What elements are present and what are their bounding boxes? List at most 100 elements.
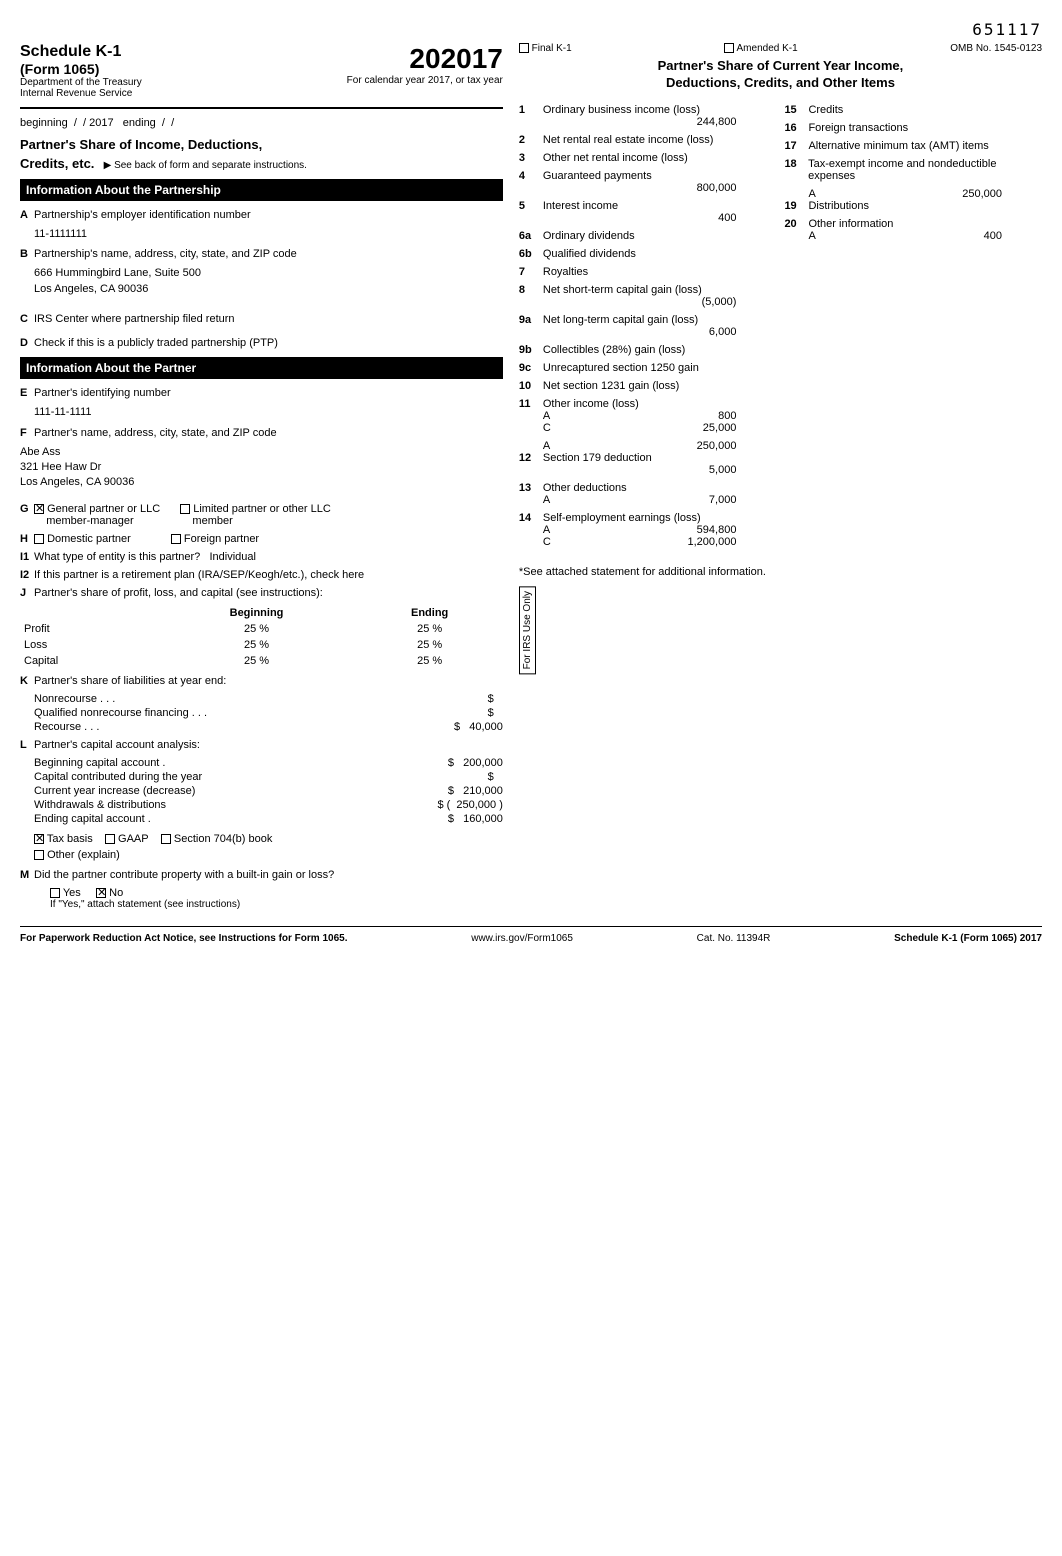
item-subvalue: 7,000 bbox=[709, 494, 737, 506]
item-number: 13 bbox=[519, 482, 537, 494]
dept-line2: Internal Revenue Service bbox=[20, 88, 142, 99]
l-row-label: Beginning capital account . bbox=[34, 757, 165, 769]
label-j: J bbox=[20, 587, 34, 599]
item-label: Section 179 deduction bbox=[543, 452, 652, 464]
item-label: Distributions bbox=[808, 200, 869, 212]
item-subvalue: 250,000 bbox=[697, 440, 737, 452]
a-text: Partnership's employer identification nu… bbox=[34, 209, 503, 221]
k-row-value: $ bbox=[488, 693, 503, 705]
i1-text: What type of entity is this partner? bbox=[34, 551, 200, 563]
see-attached: *See attached statement for additional i… bbox=[519, 566, 1042, 578]
checkbox-domestic[interactable] bbox=[34, 534, 44, 544]
share-title: Partner's Share of Income, Deductions, bbox=[20, 137, 503, 152]
j-row-end: 25 % bbox=[356, 653, 502, 669]
j-row-end: 25 % bbox=[356, 621, 502, 637]
l-text: Partner's capital account analysis: bbox=[34, 739, 503, 751]
footer-catno: Cat. No. 11394R bbox=[697, 933, 771, 944]
label-i1: I1 bbox=[20, 551, 34, 563]
omb-number: OMB No. 1545-0123 bbox=[950, 43, 1042, 54]
label-g: G bbox=[20, 503, 34, 515]
item-subvalue: 594,800 bbox=[697, 524, 737, 536]
item-label: Tax-exempt income and nondeductible expe… bbox=[808, 158, 1042, 182]
item-subcode: A bbox=[543, 410, 550, 422]
m-yes: Yes bbox=[63, 887, 81, 899]
e-value: 111-11-1111 bbox=[34, 405, 503, 420]
item-label: Net long-term capital gain (loss) bbox=[543, 314, 698, 326]
d-text: Check if this is a publicly traded partn… bbox=[34, 337, 503, 349]
item-subcode: C bbox=[543, 422, 551, 434]
item-number: 4 bbox=[519, 170, 537, 182]
checkbox-m-no[interactable] bbox=[96, 888, 106, 898]
checkbox-general-partner[interactable] bbox=[34, 504, 44, 514]
g-general2: member-manager bbox=[46, 515, 133, 527]
b-text: Partnership's name, address, city, state… bbox=[34, 248, 503, 260]
item-label: Unrecaptured section 1250 gain bbox=[543, 362, 699, 374]
i1-value: Individual bbox=[209, 551, 255, 563]
k-text: Partner's share of liabilities at year e… bbox=[34, 675, 503, 687]
item-number: 12 bbox=[519, 452, 537, 464]
item-label: Qualified dividends bbox=[543, 248, 636, 260]
share-header-l2: Deductions, Credits, and Other Items bbox=[519, 75, 1042, 90]
checkbox-final-k1[interactable] bbox=[519, 43, 529, 53]
checkbox-other-explain[interactable] bbox=[34, 850, 44, 860]
item-number: 8 bbox=[519, 284, 537, 296]
item-number: 18 bbox=[784, 158, 802, 182]
item-value: 5,000 bbox=[543, 464, 777, 476]
k-row-value: $ bbox=[488, 707, 503, 719]
item-label: Other information bbox=[808, 218, 893, 230]
l-other: Other (explain) bbox=[47, 849, 120, 861]
checkbox-704b[interactable] bbox=[161, 834, 171, 844]
info-partnership-bar: Information About the Partnership bbox=[20, 179, 503, 201]
item-label: Other net rental income (loss) bbox=[543, 152, 688, 164]
checkbox-m-yes[interactable] bbox=[50, 888, 60, 898]
j-row-end: 25 % bbox=[356, 637, 502, 653]
item-number: 15 bbox=[784, 104, 802, 116]
j-row-label: Capital bbox=[20, 653, 157, 669]
item-label: Self-employment earnings (loss) bbox=[543, 512, 701, 524]
h-foreign: Foreign partner bbox=[184, 533, 259, 545]
checkbox-limited-partner[interactable] bbox=[180, 504, 190, 514]
b-line2: Los Angeles, CA 90036 bbox=[34, 282, 503, 297]
f-line2: 321 Hee Haw Dr bbox=[20, 460, 503, 475]
l-704b: Section 704(b) book bbox=[174, 833, 272, 845]
j-row-label: Loss bbox=[20, 637, 157, 653]
info-partner-bar: Information About the Partner bbox=[20, 357, 503, 379]
c-text: IRS Center where partnership filed retur… bbox=[34, 313, 503, 325]
checkbox-foreign[interactable] bbox=[171, 534, 181, 544]
checkbox-amended-k1[interactable] bbox=[724, 43, 734, 53]
item-number: 9b bbox=[519, 344, 537, 356]
h-domestic: Domestic partner bbox=[47, 533, 131, 545]
beginning-label: beginning bbox=[20, 117, 68, 129]
checkbox-tax-basis[interactable] bbox=[34, 834, 44, 844]
checkbox-gaap[interactable] bbox=[105, 834, 115, 844]
m-note: If "Yes," attach statement (see instruct… bbox=[50, 899, 503, 910]
a-value: 11-1111111 bbox=[34, 227, 503, 242]
item-subcode: A bbox=[543, 440, 550, 452]
label-a: A bbox=[20, 209, 34, 221]
item-label: Credits bbox=[808, 104, 843, 116]
l-row-label: Capital contributed during the year bbox=[34, 771, 202, 783]
k-row-label: Recourse . . . bbox=[34, 721, 99, 733]
tax-year: 202017 bbox=[347, 43, 503, 75]
item-subcode: A bbox=[808, 188, 815, 200]
label-d: D bbox=[20, 337, 34, 349]
m-no: No bbox=[109, 887, 123, 899]
j-text: Partner's share of profit, loss, and cap… bbox=[34, 587, 503, 599]
share-header-l1: Partner's Share of Current Year Income, bbox=[519, 58, 1042, 73]
k-row-value: $ 40,000 bbox=[454, 721, 503, 733]
form-number: (Form 1065) bbox=[20, 61, 142, 77]
item-label: Ordinary dividends bbox=[543, 230, 635, 242]
schedule-title: Schedule K-1 bbox=[20, 43, 142, 61]
item-subvalue: 400 bbox=[984, 230, 1002, 242]
g-limited: Limited partner or other LLC bbox=[193, 503, 331, 515]
item-label: Royalties bbox=[543, 266, 588, 278]
item-label: Net short-term capital gain (loss) bbox=[543, 284, 702, 296]
f-text: Partner's name, address, city, state, an… bbox=[34, 427, 503, 439]
m-text: Did the partner contribute property with… bbox=[34, 869, 503, 881]
j-row-begin: 25 % bbox=[157, 637, 357, 653]
j-begin-header: Beginning bbox=[157, 605, 357, 621]
year-digits: 2017 bbox=[441, 43, 503, 74]
item-number: 3 bbox=[519, 152, 537, 164]
item-number: 7 bbox=[519, 266, 537, 278]
item-subcode: A bbox=[543, 524, 550, 536]
